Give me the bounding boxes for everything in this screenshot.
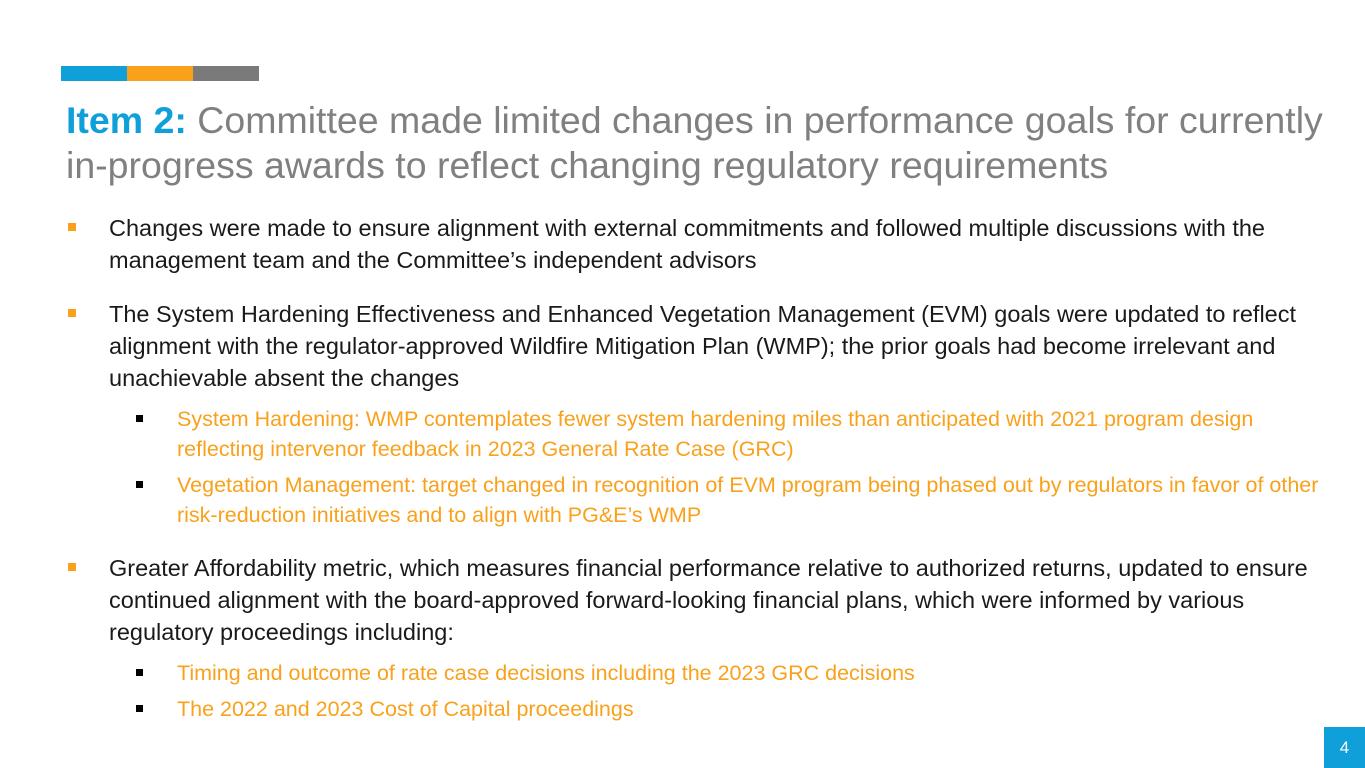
sub-bullet-item: The 2022 and 2023 Cost of Capital procee… bbox=[109, 694, 1326, 724]
sub-bullet-item: Vegetation Management: target changed in… bbox=[109, 470, 1326, 530]
bullet-item: Changes were made to ensure alignment wi… bbox=[66, 212, 1326, 276]
bullet-text: Changes were made to ensure alignment wi… bbox=[109, 215, 1265, 273]
sub-bullet-text: System Hardening: WMP contemplates fewer… bbox=[177, 407, 1254, 461]
accent-orange-segment bbox=[127, 66, 193, 81]
page-number: 4 bbox=[1324, 727, 1365, 768]
bullet-list: Changes were made to ensure alignment wi… bbox=[66, 212, 1326, 724]
bullet-marker-icon bbox=[68, 309, 76, 317]
accent-gray-segment bbox=[193, 66, 259, 81]
sub-bullet-marker-icon bbox=[136, 705, 143, 712]
sub-bullet-list: Timing and outcome of rate case decision… bbox=[109, 658, 1326, 724]
sub-bullet-item: Timing and outcome of rate case decision… bbox=[109, 658, 1326, 688]
title-text: Committee made limited changes in perfor… bbox=[66, 99, 1323, 186]
title-lead: Item 2: bbox=[66, 99, 187, 141]
accent-bar bbox=[61, 66, 259, 81]
bullet-marker-icon bbox=[68, 223, 76, 231]
bullet-item: The System Hardening Effectiveness and E… bbox=[66, 298, 1326, 530]
accent-blue-segment bbox=[61, 66, 127, 81]
bullet-text: The System Hardening Effectiveness and E… bbox=[109, 301, 1297, 391]
sub-bullet-text: Timing and outcome of rate case decision… bbox=[177, 661, 915, 685]
sub-bullet-text: The 2022 and 2023 Cost of Capital procee… bbox=[177, 697, 634, 721]
sub-bullet-marker-icon bbox=[136, 415, 143, 422]
bullet-marker-icon bbox=[68, 563, 76, 571]
sub-bullet-marker-icon bbox=[136, 481, 143, 488]
sub-bullet-list: System Hardening: WMP contemplates fewer… bbox=[109, 404, 1326, 530]
sub-bullet-item: System Hardening: WMP contemplates fewer… bbox=[109, 404, 1326, 464]
slide-title: Item 2: Committee made limited changes i… bbox=[66, 98, 1336, 188]
sub-bullet-marker-icon bbox=[136, 669, 143, 676]
bullet-item: Greater Affordability metric, which meas… bbox=[66, 552, 1326, 724]
bullet-text: Greater Affordability metric, which meas… bbox=[109, 555, 1308, 645]
sub-bullet-text: Vegetation Management: target changed in… bbox=[177, 473, 1319, 527]
